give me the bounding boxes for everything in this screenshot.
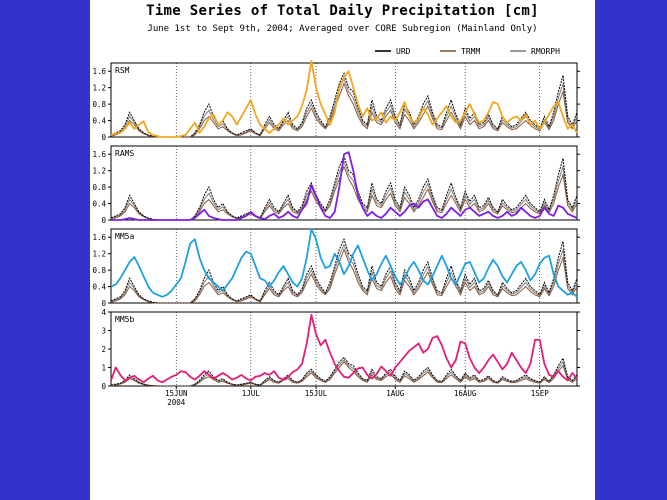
series-rams	[111, 151, 578, 221]
panel-label: MM5b	[115, 315, 134, 324]
y-tick-label: 0.4	[92, 200, 106, 209]
y-tick-label: 0	[101, 133, 106, 142]
panel-rsm: 0 0.4 0.8 1.2 1.6 RSM	[92, 60, 580, 142]
legend-entry-urd: URD	[375, 47, 411, 56]
legend-label: TRMM	[461, 47, 480, 56]
panel-label: RSM	[115, 66, 130, 75]
chart-title: Time Series of Total Daily Precipitation…	[146, 3, 539, 19]
x-tick-sublabel: 2004	[167, 398, 186, 407]
x-tick-label: 1JUL	[242, 389, 261, 398]
y-tick-label: 0.8	[92, 183, 106, 192]
x-tick-label: 16AUG	[454, 389, 477, 398]
panel-frame	[110, 145, 578, 221]
series-urd	[110, 71, 578, 138]
series-mm5b	[110, 313, 578, 384]
y-tick-label: 0	[101, 216, 106, 225]
y-tick-label: 4	[101, 308, 106, 317]
y-tick-label: 0.8	[92, 266, 106, 275]
panel-mm5a: 0 0.4 0.8 1.2 1.6 MM5a	[92, 228, 580, 308]
y-tick-label: 0.4	[92, 283, 106, 292]
y-tick-label: 0	[101, 382, 106, 391]
y-tick-label: 1.2	[92, 84, 106, 93]
panel-rams: 0 0.4 0.8 1.2 1.6 RAMS	[92, 145, 580, 225]
panel-label: MM5a	[115, 232, 134, 241]
y-tick-label: 1.6	[92, 67, 106, 76]
series-urd	[110, 237, 578, 304]
x-tick-label: 1AUG	[386, 389, 405, 398]
y-tick-label: 1.6	[92, 150, 106, 159]
panel-frame	[110, 62, 578, 138]
y-tick-label: 0.4	[92, 117, 106, 126]
legend-label: RMORPH	[531, 47, 560, 56]
x-tick-label: 15JUL	[305, 389, 328, 398]
y-tick-label: 1.2	[92, 167, 106, 176]
panel-frame	[110, 228, 578, 304]
y-tick-label: 2	[101, 345, 106, 354]
x-tick-label: 1SEP	[531, 389, 550, 398]
x-tick-label: 15JUN	[165, 389, 188, 398]
legend-label: URD	[396, 47, 411, 56]
series-urd	[110, 356, 578, 387]
y-tick-label: 1.6	[92, 233, 106, 242]
y-tick-label: 0	[101, 299, 106, 308]
series-trmm	[110, 248, 578, 304]
legend-entry-trmm: TRMM	[440, 47, 480, 56]
y-tick-label: 1	[101, 364, 106, 373]
panel-frame	[110, 311, 578, 387]
series-mm5a	[110, 228, 578, 298]
series-rsm	[110, 60, 578, 138]
panel-label: RAMS	[115, 149, 134, 158]
series-rmorph	[110, 77, 578, 138]
chart-subtitle: June 1st to Sept 9th, 2004; Averaged ove…	[147, 24, 538, 34]
y-tick-label: 0.8	[92, 100, 106, 109]
y-tick-label: 1.2	[92, 250, 106, 259]
series-trmm	[110, 361, 578, 387]
y-tick-label: 3	[101, 327, 106, 336]
series-trmm	[110, 82, 578, 138]
legend-entry-rmorph: RMORPH	[510, 47, 560, 56]
panel-mm5b: 0 1 2 3 4 MM5b	[101, 308, 580, 391]
